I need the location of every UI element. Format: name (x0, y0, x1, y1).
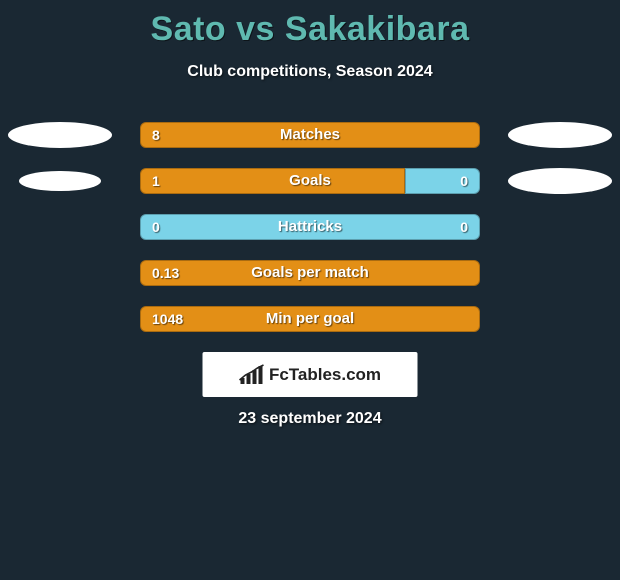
stat-value-right: 0 (460, 168, 468, 194)
stat-bar-track: 0.13 Goals per match (140, 260, 480, 286)
stat-value-left: 0.13 (152, 260, 179, 286)
stat-bar-track: 1048 Min per goal (140, 306, 480, 332)
stat-row: 0 0 Hattricks (0, 214, 620, 240)
stat-value-left: 8 (152, 122, 160, 148)
stat-label: Matches (280, 122, 340, 148)
source-logo-text: FcTables.com (269, 365, 381, 385)
stat-value-left: 0 (152, 214, 160, 240)
report-date: 23 september 2024 (0, 410, 620, 428)
stat-bar-track: 1 0 Goals (140, 168, 480, 194)
comparison-title: Sato vs Sakakibara (0, 0, 620, 49)
comparison-subtitle: Club competitions, Season 2024 (0, 63, 620, 81)
bar-chart-icon (239, 364, 265, 386)
stat-row: 1 0 Goals (0, 168, 620, 194)
stat-label: Goals (289, 168, 331, 194)
stat-label: Min per goal (266, 306, 354, 332)
stat-bar-track: 8 Matches (140, 122, 480, 148)
stat-rows: 8 Matches 1 0 Goals 0 0 Hattricks 0.13 Goals per … (0, 122, 620, 352)
stat-row: 0.13 Goals per match (0, 260, 620, 286)
stat-bar-track: 0 0 Hattricks (140, 214, 480, 240)
player-left-ellipse (19, 171, 100, 191)
stat-value-left: 1048 (152, 306, 183, 332)
stat-value-left: 1 (152, 168, 160, 194)
player-right-ellipse (508, 122, 612, 148)
player-right-ellipse (508, 168, 612, 194)
stat-label: Goals per match (251, 260, 369, 286)
stat-row: 1048 Min per goal (0, 306, 620, 332)
player-left-ellipse (8, 122, 112, 148)
source-logo: FcTables.com (203, 352, 418, 397)
stat-bar-left (140, 168, 405, 194)
stat-label: Hattricks (278, 214, 342, 240)
stat-row: 8 Matches (0, 122, 620, 148)
stat-value-right: 0 (460, 214, 468, 240)
stat-bar-right (405, 168, 480, 194)
